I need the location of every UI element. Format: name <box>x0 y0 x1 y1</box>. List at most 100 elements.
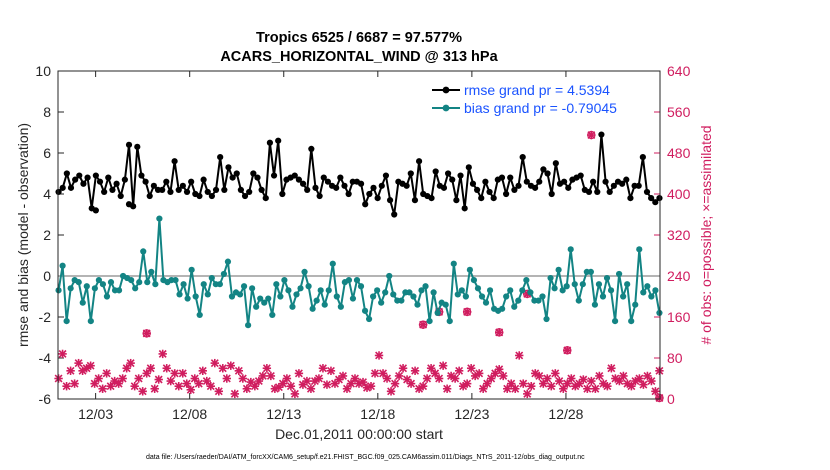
right-tick-label: 400 <box>667 186 691 202</box>
obs-assimilated-point <box>322 380 332 389</box>
obs-assimilated-point <box>418 381 428 391</box>
obs-assimilated-point <box>162 364 171 373</box>
rmse-point <box>382 172 390 179</box>
bias-point <box>79 299 86 306</box>
obs-assimilated-point <box>635 374 644 383</box>
obs-assimilated-point <box>198 366 207 376</box>
bias-point <box>599 293 607 300</box>
obs-assimilated-point <box>314 374 324 383</box>
bias-point <box>172 277 179 284</box>
bias-point <box>99 281 107 288</box>
bias-point <box>277 293 284 300</box>
rmse-point <box>63 170 70 177</box>
bias-point <box>543 315 550 323</box>
rmse-point <box>366 190 373 198</box>
bias-point <box>83 283 90 290</box>
left-tick-label: -2 <box>39 309 52 325</box>
obs-assimilated-point <box>190 374 199 383</box>
obs-assimilated-point <box>591 384 600 393</box>
obs-assimilated-point <box>218 364 228 373</box>
bias-point <box>378 299 385 306</box>
bias-point <box>269 311 276 319</box>
rmse-point <box>159 186 166 193</box>
rmse-point <box>623 176 630 183</box>
obs-assimilated-point <box>474 369 484 378</box>
bias-point <box>559 287 566 294</box>
bias-point <box>571 281 578 288</box>
obs-assimilated-point <box>290 389 300 399</box>
rmse-point <box>619 180 626 187</box>
bias-point <box>611 318 619 325</box>
obs-assimilated-point <box>158 349 167 359</box>
bias-point <box>200 281 207 288</box>
bias-point <box>148 268 155 275</box>
rmse-point <box>544 170 551 177</box>
rmse-point <box>532 184 539 191</box>
right-tick-label: 640 <box>667 63 691 79</box>
obs-assimilated-point <box>94 374 103 383</box>
bias-point <box>325 287 332 294</box>
bias-point <box>220 270 228 278</box>
obs-assimilated-point <box>555 376 564 386</box>
bias-line <box>57 217 661 327</box>
bias-point <box>333 293 340 300</box>
obs-assimilated-point <box>462 379 472 388</box>
rmse-point <box>250 170 257 177</box>
bias-point <box>499 305 506 312</box>
obs-assimilated-point <box>170 369 179 378</box>
rmse-point <box>606 188 613 196</box>
obs-assimilated-point <box>206 381 215 391</box>
rmse-point <box>279 190 286 198</box>
obs-assimilated-point <box>222 374 232 383</box>
rmse-point <box>357 180 365 187</box>
bias-point <box>152 281 159 288</box>
bias-point <box>410 293 417 300</box>
rmse-point <box>142 178 149 185</box>
rmse-point <box>453 197 460 204</box>
x-tick-label: 12/18 <box>360 406 395 422</box>
rmse-point <box>233 170 240 177</box>
rmse-point <box>594 188 601 196</box>
obs-assimilated-point <box>619 371 628 381</box>
rmse-point <box>204 188 211 196</box>
bias-point <box>204 291 211 298</box>
right-tick-label: 0 <box>667 391 675 407</box>
bias-point <box>128 277 135 284</box>
rmse-point <box>121 176 128 183</box>
rmse-point <box>465 164 472 171</box>
rmse-point <box>117 192 124 200</box>
rmse-point <box>411 197 419 204</box>
bias-point <box>406 289 413 296</box>
rmse-point <box>432 168 439 175</box>
obs-assimilated-point <box>579 375 588 384</box>
bias-point <box>648 293 655 300</box>
rmse-point <box>639 154 646 161</box>
rmse-point <box>270 172 278 179</box>
bias-point <box>353 277 361 284</box>
rmse-point <box>125 141 133 148</box>
bias-point <box>603 274 611 282</box>
rmse-point <box>503 190 510 198</box>
bias-point <box>422 283 429 290</box>
obs-assimilated-point <box>599 379 608 388</box>
rmse-point <box>262 195 269 202</box>
bias-point <box>184 295 191 302</box>
rmse-point <box>72 176 79 183</box>
bias-point <box>563 283 570 290</box>
legend-bias-label: bias grand pr = -0.79045 <box>464 100 617 116</box>
legend-bias-marker <box>442 104 450 112</box>
obs-assimilated-point <box>442 384 452 393</box>
obs-assimilated-point <box>266 371 276 381</box>
obs-assimilated-point <box>226 361 236 370</box>
obs-assimilated-point <box>338 371 348 381</box>
obs-assimilated-point <box>535 371 544 381</box>
right-tick-label: 160 <box>667 309 691 325</box>
obs-assimilated-point <box>194 379 203 388</box>
obs-assimilated-point <box>639 380 648 389</box>
obs-assimilated-point <box>382 374 392 383</box>
rmse-point <box>163 178 170 185</box>
bias-point <box>180 281 187 288</box>
rmse-point <box>548 190 555 198</box>
obs-possible-point <box>418 320 428 329</box>
